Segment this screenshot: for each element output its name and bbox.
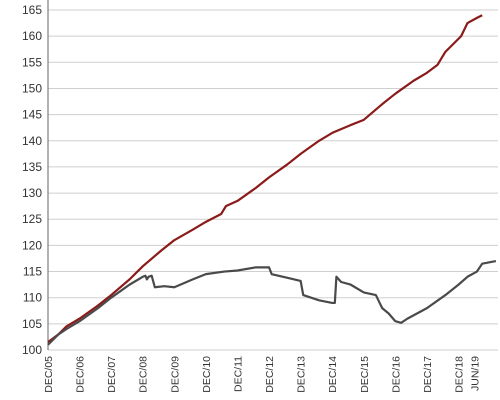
y-tick-label: 100	[22, 343, 42, 357]
y-tick-label: 105	[22, 317, 42, 331]
y-tick-label: 120	[22, 238, 42, 252]
y-tick-label: 160	[22, 29, 42, 43]
y-tick-label: 165	[22, 3, 42, 17]
x-tick-label: JUN/19	[469, 356, 481, 391]
x-tick-label: DEC/13	[296, 356, 308, 393]
x-tick-label: DEC/09	[169, 356, 181, 393]
y-tick-label: 130	[22, 186, 42, 200]
y-tick-label: 150	[22, 81, 42, 95]
series-lines	[47, 14, 497, 346]
gridlines	[48, 9, 498, 351]
y-tick-label: 115	[23, 265, 42, 279]
x-tick-label: DEC/14	[327, 356, 339, 393]
y-tick-label: 145	[22, 108, 42, 122]
x-tick-label: DEC/18	[454, 356, 466, 393]
y-tick-label: 125	[22, 212, 42, 226]
y-axis: 100 105 110 115 120 125 130 135 140 145 150 155 160 1…	[22, 0, 49, 357]
x-tick-label: DEC/12	[264, 356, 276, 393]
y-tick-label: 155	[22, 55, 42, 69]
y-tick-label: 135	[22, 160, 42, 174]
x-tick-label: DEC/05	[43, 356, 55, 393]
x-tick-label: DEC/15	[359, 356, 371, 393]
x-tick-label: DEC/17	[422, 356, 434, 393]
y-tick-label: 110	[23, 291, 42, 305]
x-axis: DEC/05 DEC/06 DEC/07 DEC/08 DEC/09 DEC/10 DEC/…	[43, 356, 481, 393]
x-tick-label: DEC/08	[138, 356, 150, 393]
x-tick-label: DEC/07	[106, 356, 118, 393]
series-line-1	[47, 14, 483, 344]
x-tick-label: DEC/06	[75, 356, 87, 393]
series-line-2	[47, 259, 497, 346]
x-tick-label: DEC/16	[390, 356, 402, 393]
x-tick-label: DEC/10	[201, 356, 213, 393]
x-tick-label: DEC/11	[232, 356, 244, 392]
y-tick-label: 140	[22, 134, 42, 148]
